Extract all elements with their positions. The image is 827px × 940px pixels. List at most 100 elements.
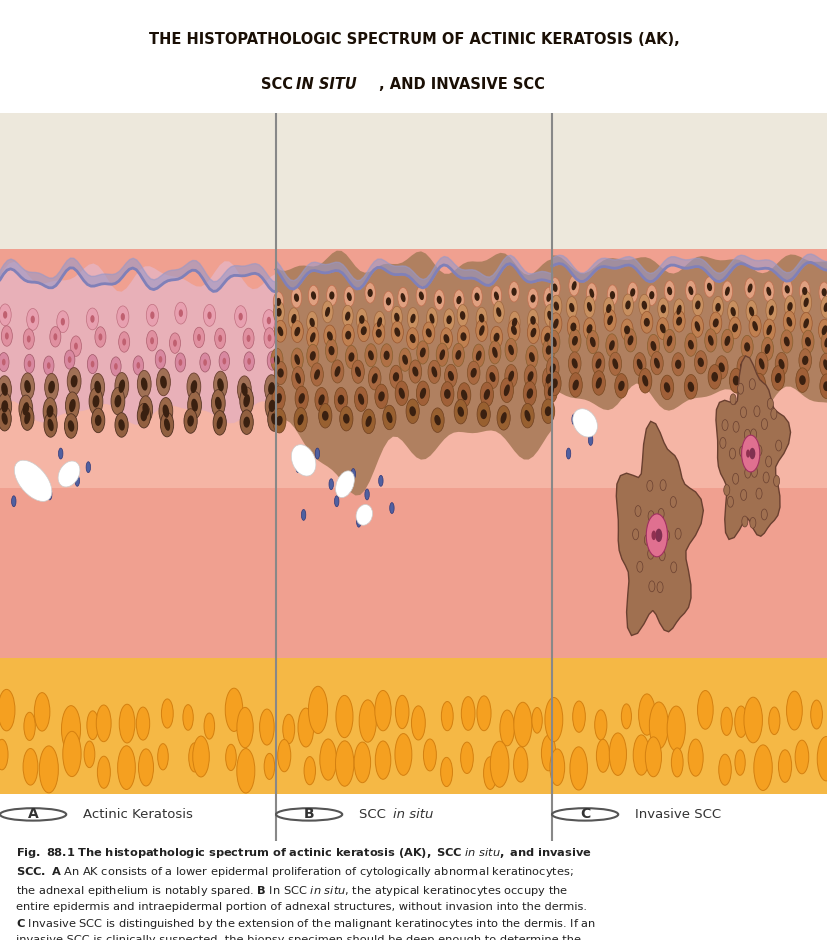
Ellipse shape (483, 389, 490, 400)
Circle shape (315, 448, 319, 459)
Ellipse shape (525, 346, 538, 368)
Ellipse shape (755, 488, 761, 499)
Bar (275, 113, 552, 794)
Ellipse shape (361, 326, 366, 336)
Ellipse shape (687, 340, 693, 350)
Ellipse shape (772, 476, 779, 486)
Ellipse shape (160, 413, 174, 437)
Ellipse shape (657, 298, 668, 320)
Ellipse shape (480, 409, 486, 419)
Circle shape (794, 740, 808, 774)
Ellipse shape (275, 298, 280, 306)
Ellipse shape (627, 282, 637, 303)
Ellipse shape (179, 359, 182, 366)
Ellipse shape (754, 352, 767, 375)
Ellipse shape (419, 348, 425, 357)
Ellipse shape (767, 306, 773, 316)
Ellipse shape (24, 354, 35, 373)
Ellipse shape (720, 329, 733, 352)
Ellipse shape (374, 311, 385, 333)
Ellipse shape (583, 318, 595, 339)
Ellipse shape (670, 562, 676, 572)
Circle shape (687, 739, 702, 776)
Ellipse shape (244, 352, 254, 371)
Ellipse shape (684, 333, 696, 356)
Ellipse shape (440, 328, 452, 350)
Ellipse shape (527, 309, 538, 331)
Ellipse shape (98, 334, 103, 340)
Ellipse shape (618, 381, 624, 391)
Circle shape (513, 746, 528, 782)
Ellipse shape (155, 350, 165, 368)
Ellipse shape (428, 360, 440, 384)
Ellipse shape (549, 277, 560, 298)
Ellipse shape (0, 393, 12, 420)
Ellipse shape (740, 336, 753, 358)
Ellipse shape (452, 343, 464, 367)
Ellipse shape (351, 360, 364, 384)
Ellipse shape (739, 446, 744, 457)
Ellipse shape (687, 286, 692, 295)
Circle shape (423, 739, 436, 771)
Ellipse shape (817, 320, 827, 341)
Ellipse shape (653, 358, 659, 368)
Circle shape (63, 731, 81, 776)
Ellipse shape (174, 303, 187, 324)
Ellipse shape (122, 338, 126, 346)
Ellipse shape (356, 505, 372, 525)
Ellipse shape (265, 392, 279, 419)
Ellipse shape (309, 352, 315, 361)
Ellipse shape (141, 410, 147, 421)
Ellipse shape (745, 301, 756, 322)
Circle shape (351, 468, 355, 479)
Ellipse shape (609, 340, 614, 351)
Circle shape (483, 757, 496, 790)
Ellipse shape (761, 337, 772, 361)
Ellipse shape (331, 360, 343, 383)
Ellipse shape (419, 388, 426, 399)
Ellipse shape (697, 357, 703, 367)
Ellipse shape (264, 328, 275, 348)
Ellipse shape (774, 373, 781, 383)
Ellipse shape (243, 416, 250, 428)
Ellipse shape (729, 368, 742, 393)
Ellipse shape (591, 370, 605, 395)
Ellipse shape (275, 393, 281, 403)
Ellipse shape (409, 334, 415, 343)
Ellipse shape (489, 372, 495, 382)
Ellipse shape (686, 382, 693, 392)
Circle shape (767, 707, 779, 734)
Ellipse shape (496, 405, 509, 431)
Ellipse shape (159, 398, 173, 425)
Circle shape (237, 708, 253, 747)
Ellipse shape (798, 375, 805, 385)
Ellipse shape (721, 419, 727, 431)
Ellipse shape (737, 384, 743, 394)
Ellipse shape (114, 363, 117, 369)
Ellipse shape (755, 380, 762, 391)
Ellipse shape (822, 382, 827, 391)
Ellipse shape (749, 517, 755, 528)
Ellipse shape (69, 399, 75, 412)
Circle shape (260, 709, 274, 745)
Circle shape (544, 697, 562, 742)
Ellipse shape (493, 301, 504, 323)
Ellipse shape (44, 413, 57, 437)
Ellipse shape (137, 370, 151, 398)
Ellipse shape (400, 293, 405, 302)
Ellipse shape (643, 535, 650, 545)
Ellipse shape (213, 371, 227, 399)
Ellipse shape (500, 378, 513, 402)
Ellipse shape (758, 358, 763, 369)
Circle shape (334, 495, 338, 507)
Ellipse shape (0, 406, 12, 431)
Ellipse shape (824, 337, 827, 348)
Ellipse shape (638, 368, 651, 393)
Ellipse shape (820, 296, 827, 318)
Ellipse shape (721, 281, 732, 302)
Circle shape (354, 742, 370, 783)
Circle shape (203, 713, 214, 739)
Circle shape (12, 495, 16, 507)
Ellipse shape (694, 301, 700, 309)
Ellipse shape (156, 368, 170, 396)
